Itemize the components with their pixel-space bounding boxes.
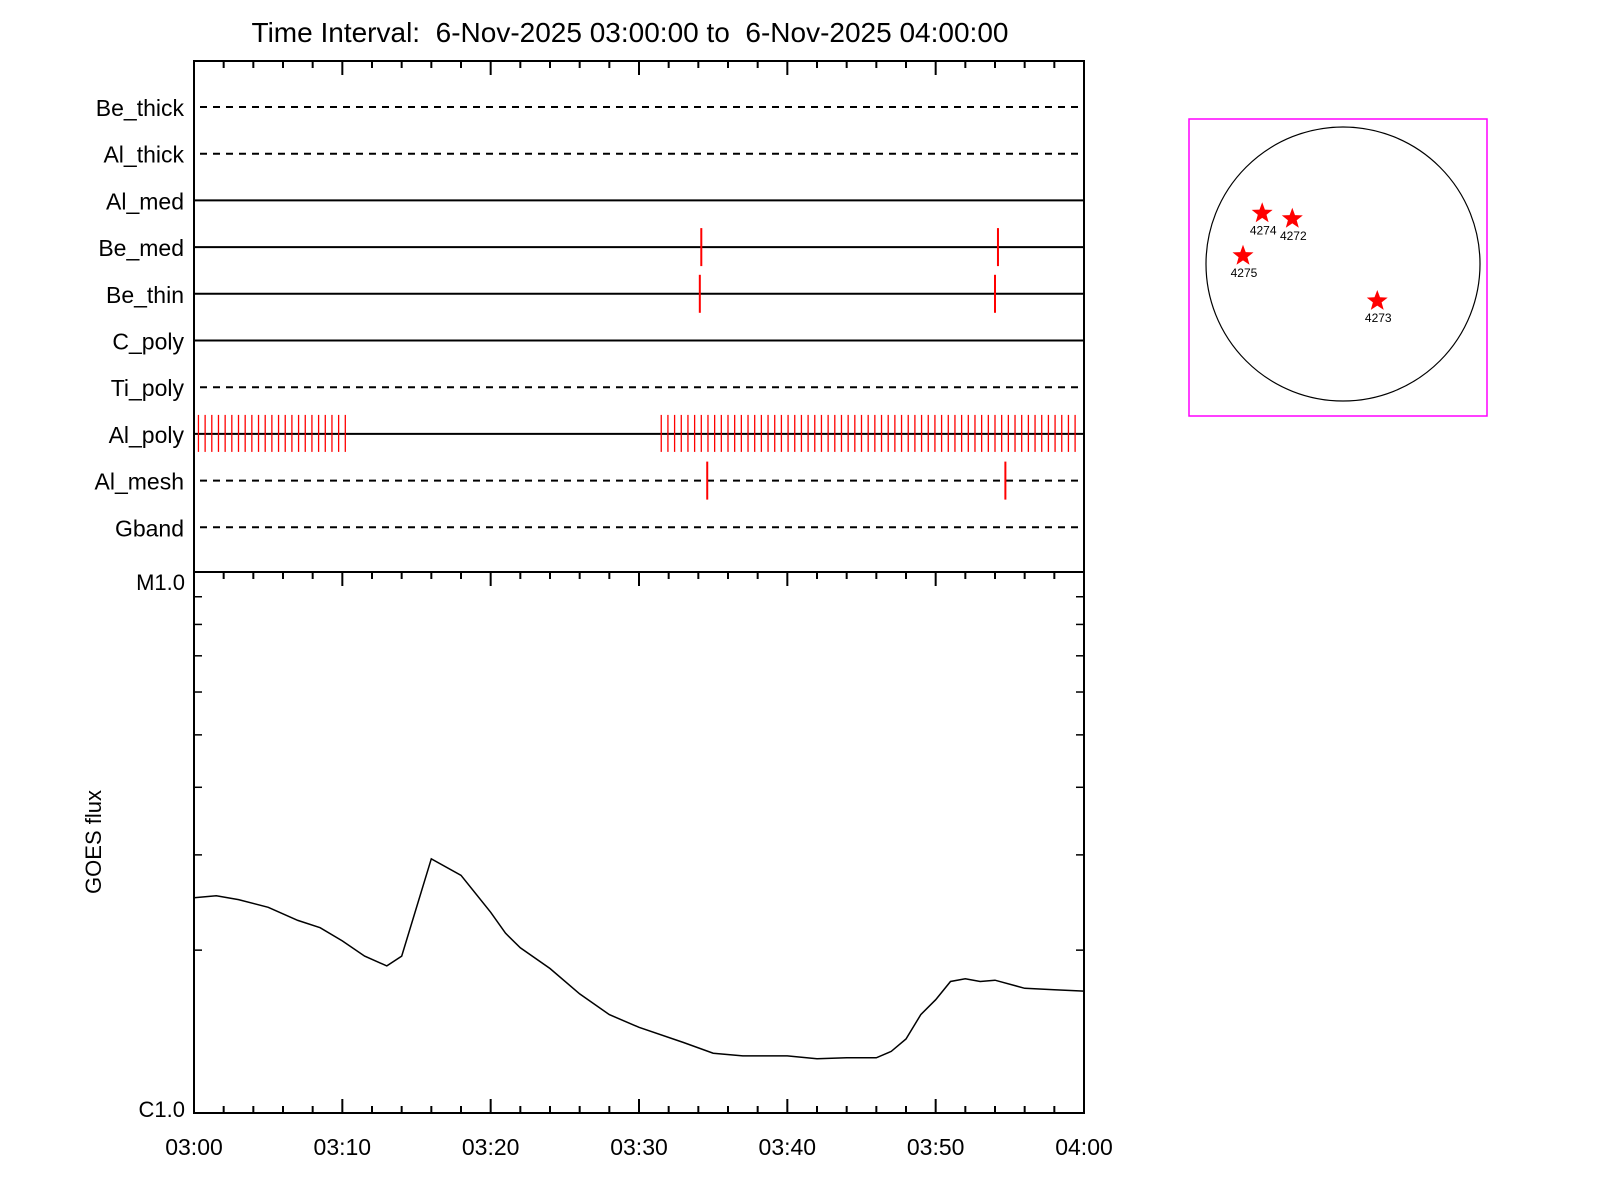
timeline-row-be-thick: Be_thick	[96, 95, 1080, 121]
y-tick-label-top: M1.0	[136, 570, 185, 595]
timeline-row-al-thick: Al_thick	[103, 142, 1080, 168]
timeline-row-ti-poly: Ti_poly	[111, 375, 1080, 401]
timeline-row-be-thin: Be_thin	[106, 274, 1084, 313]
row-label: Al_thick	[103, 142, 184, 168]
region-label: 4274	[1250, 223, 1277, 237]
chart-title: Time Interval: 6-Nov-2025 03:00:00 to 6-…	[252, 17, 1009, 48]
row-label: C_poly	[112, 329, 184, 355]
timeline-row-c-poly: C_poly	[112, 329, 1084, 355]
star-icon	[1281, 207, 1303, 228]
x-tick-label: 03:50	[907, 1134, 965, 1160]
y-axis-label: GOES flux	[81, 790, 106, 894]
timeline-row-al-med: Al_med	[106, 188, 1084, 214]
goes-frame	[193, 571, 1085, 1114]
star-icon	[1251, 202, 1273, 223]
x-tick-label: 03:00	[165, 1134, 223, 1160]
timeline-frame	[193, 60, 1085, 573]
row-label: Be_med	[98, 235, 184, 261]
active-region-4275: 4275	[1231, 244, 1258, 280]
goes-flux-panel: 03:00 03:10 03:20 03:30 03:40 03:50 04:00 M1.0 C…	[81, 570, 1113, 1160]
timeline-row-al-mesh: Al_mesh	[95, 461, 1080, 500]
region-label: 4275	[1231, 266, 1258, 280]
x-tick-label: 04:00	[1055, 1134, 1113, 1160]
sun-disk-limb	[1205, 126, 1481, 402]
row-label: Be_thick	[96, 95, 185, 121]
timeline-row-al-poly: Al_poly	[109, 414, 1084, 452]
solar-disk-map: 4274 4272 4275 4273	[1188, 118, 1488, 417]
active-region-4274: 4274	[1250, 202, 1277, 237]
x-tick-label: 03:20	[462, 1134, 520, 1160]
active-region-4272: 4272	[1280, 207, 1307, 243]
row-label: Be_thin	[106, 282, 184, 308]
goes-flux-series-line	[193, 857, 1085, 1060]
row-label: Ti_poly	[111, 375, 185, 401]
x-tick-label: 03:30	[610, 1134, 668, 1160]
sun-map-frame	[1188, 118, 1488, 417]
star-icon	[1232, 244, 1254, 265]
x-tick-label: 03:40	[759, 1134, 817, 1160]
row-label: Al_med	[106, 188, 184, 214]
row-label: Al_poly	[109, 422, 185, 448]
active-region-4273: 4273	[1365, 290, 1392, 325]
timeline-row-gband: Gband	[115, 515, 1080, 541]
star-icon	[1366, 290, 1388, 310]
row-label: Gband	[115, 515, 184, 541]
timeline-row-be-med: Be_med	[98, 228, 1084, 267]
instrument-timeline-panel: Be_thick Al_thick Al_med Be_med Be_thin C_pol…	[95, 60, 1085, 573]
region-label: 4273	[1365, 311, 1392, 325]
region-label: 4272	[1280, 229, 1307, 243]
row-label: Al_mesh	[95, 469, 184, 495]
x-tick-label: 03:10	[314, 1134, 372, 1160]
y-tick-label-bottom: C1.0	[139, 1097, 185, 1122]
